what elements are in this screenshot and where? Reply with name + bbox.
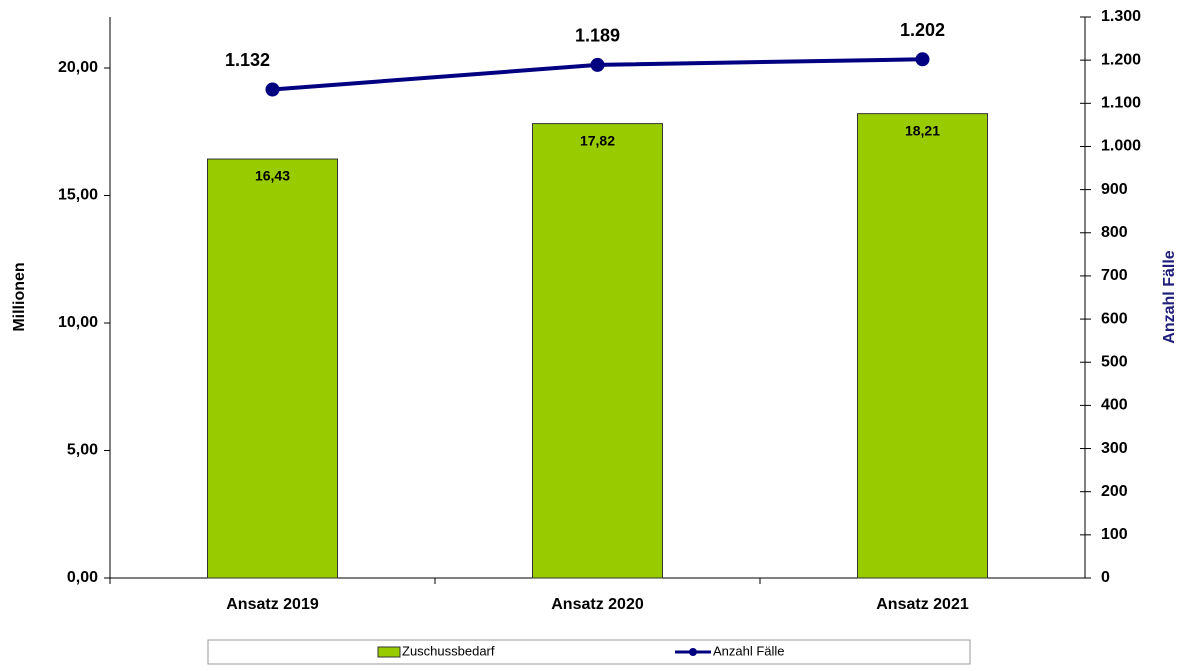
bar-value-label: 17,82 <box>580 132 615 148</box>
line-value-label: 1.202 <box>900 20 945 40</box>
y2-tick-label: 600 <box>1101 310 1128 327</box>
y2-tick-label: 1.000 <box>1101 138 1141 155</box>
bar <box>857 113 988 579</box>
y2-tick-label: 0 <box>1101 569 1110 586</box>
y-tick-label: 15,00 <box>58 187 98 204</box>
x-tick-label: Ansatz 2020 <box>551 596 644 613</box>
y2-tick-label: 1.300 <box>1101 8 1141 25</box>
line-point <box>915 52 930 67</box>
y2-tick-label: 800 <box>1101 224 1128 241</box>
legend-label: Zuschussbedarf <box>402 643 495 658</box>
legend-swatch <box>377 646 401 658</box>
y2-tick-label: 900 <box>1101 181 1128 198</box>
y-tick-label: 0,00 <box>67 569 98 586</box>
line-value-label: 1.132 <box>225 50 270 70</box>
y2-tick-label: 400 <box>1101 397 1128 414</box>
y2-tick-label: 500 <box>1101 353 1128 370</box>
legend-label: Anzahl Fälle <box>713 643 785 658</box>
bar <box>532 123 663 579</box>
y-tick-label: 10,00 <box>58 314 98 331</box>
y2-tick-label: 1.100 <box>1101 95 1141 112</box>
y-axis-label: Millionen <box>11 262 28 331</box>
x-tick-label: Ansatz 2021 <box>876 596 969 613</box>
legend-swatch-marker <box>689 648 697 656</box>
bar-value-label: 18,21 <box>905 122 940 138</box>
y2-tick-label: 300 <box>1101 440 1128 457</box>
y2-axis-label: Anzahl Fälle <box>1161 250 1178 343</box>
y-tick-label: 5,00 <box>67 442 98 459</box>
y-tick-label: 20,00 <box>58 59 98 76</box>
y2-tick-label: 700 <box>1101 267 1128 284</box>
y2-tick-label: 200 <box>1101 483 1128 500</box>
y2-tick-label: 1.200 <box>1101 51 1141 68</box>
line-value-label: 1.189 <box>575 26 620 46</box>
x-tick-label: Ansatz 2019 <box>226 596 319 613</box>
line-point <box>265 82 280 97</box>
y2-tick-label: 100 <box>1101 526 1128 543</box>
legend-box <box>207 639 971 665</box>
bar-value-label: 16,43 <box>255 168 290 184</box>
line-point <box>590 57 605 72</box>
bar <box>207 158 338 579</box>
